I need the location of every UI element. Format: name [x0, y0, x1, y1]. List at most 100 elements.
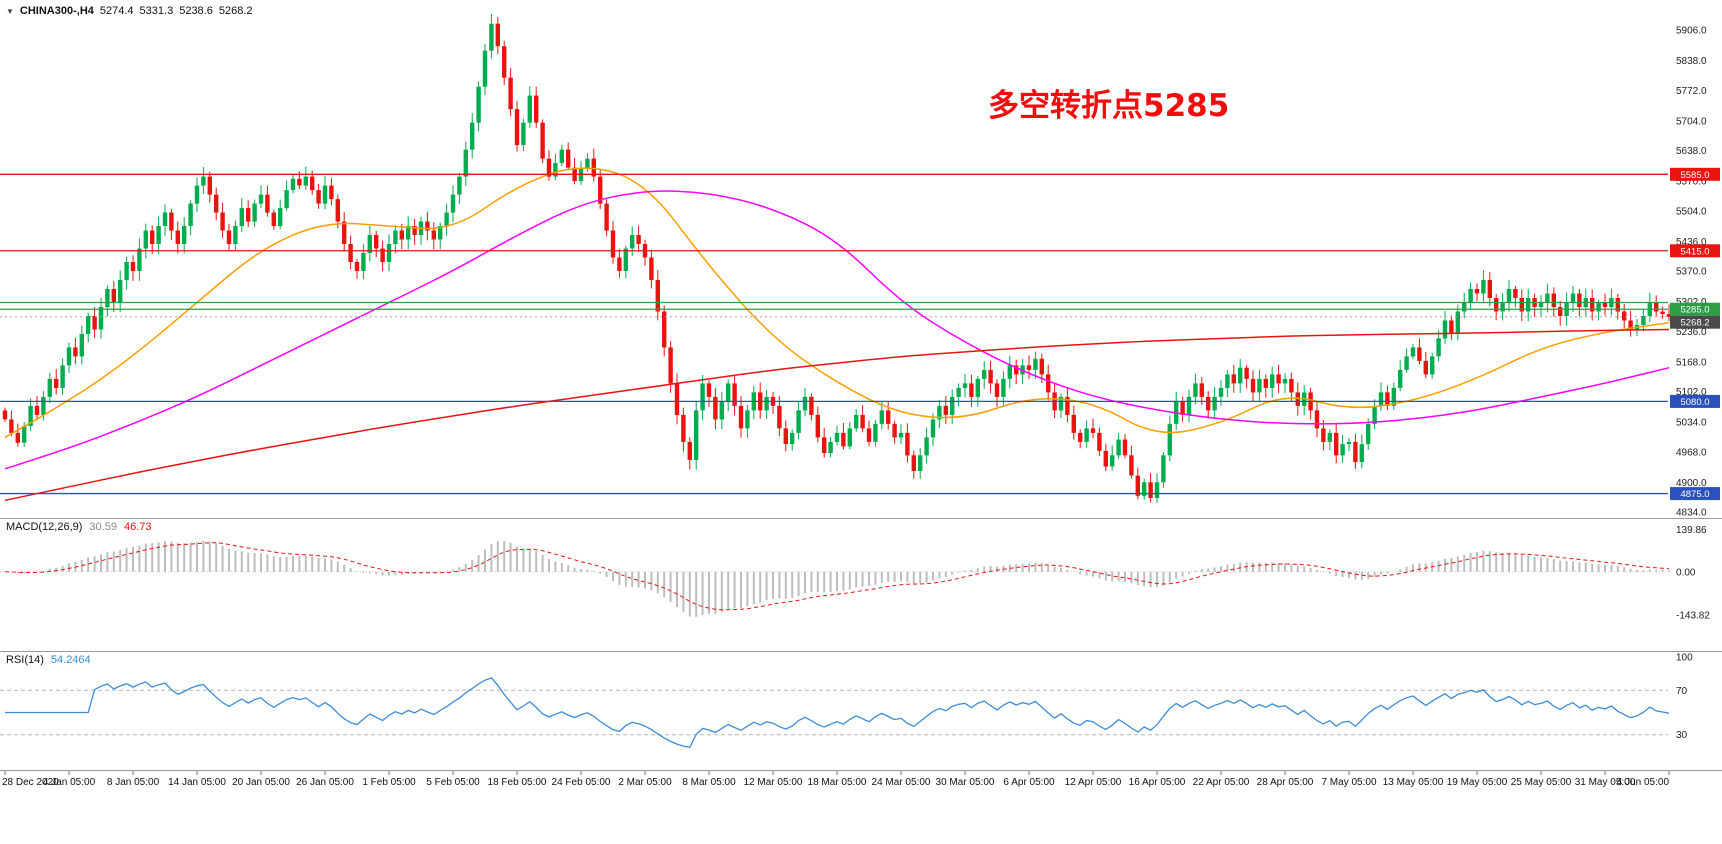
- candle: [1238, 367, 1243, 384]
- candle: [591, 158, 596, 177]
- candle: [1359, 444, 1364, 463]
- candle: [937, 405, 942, 420]
- candle: [342, 221, 347, 244]
- candle: [1058, 396, 1064, 411]
- macd-main-value: 30.59: [89, 521, 117, 533]
- price-tick-label: 5302.0: [1676, 297, 1707, 308]
- candle: [854, 414, 859, 429]
- candle: [1596, 302, 1601, 312]
- candle: [1103, 450, 1108, 467]
- candle: [239, 208, 244, 227]
- time-label: 6 Apr 05:00: [1003, 777, 1055, 788]
- chart-canvas[interactable]: 5906.0 5838.0 5772.0 5704.0 5638.0 5570.0 5504…: [0, 0, 1722, 800]
- candle: [1218, 387, 1224, 397]
- candle: [668, 347, 673, 384]
- candle: [1423, 360, 1428, 375]
- candle: [1526, 298, 1531, 312]
- candle: [559, 149, 564, 164]
- candle: [1244, 367, 1249, 379]
- candle: [1538, 302, 1544, 307]
- candle: [1334, 432, 1339, 456]
- candle: [994, 383, 1000, 397]
- candle: [1602, 302, 1608, 307]
- candle: [1378, 392, 1384, 406]
- candle: [1039, 358, 1044, 375]
- candle: [476, 86, 481, 123]
- rsi-axis-label: 70: [1676, 686, 1688, 697]
- candle: [1346, 441, 1352, 445]
- candle: [118, 280, 123, 303]
- candle: [246, 208, 251, 222]
- candle: [783, 428, 788, 445]
- candle: [1641, 316, 1646, 325]
- candle: [1263, 378, 1268, 388]
- candle: [681, 414, 686, 442]
- candle: [175, 230, 180, 244]
- candle: [610, 230, 616, 258]
- candle: [258, 194, 264, 204]
- candle: [1225, 374, 1230, 388]
- candle: [1116, 439, 1121, 456]
- price-axis: 5906.0 5838.0 5772.0 5704.0 5638.0 5570.0 5504…: [1676, 26, 1707, 519]
- time-label: 12 Apr 05:00: [1065, 777, 1122, 788]
- candle: [444, 212, 449, 226]
- candle: [207, 176, 212, 195]
- candle: [1513, 289, 1518, 298]
- candles-layer: [2, 13, 1672, 504]
- candle: [1455, 311, 1460, 334]
- candle: [124, 262, 129, 280]
- candle: [815, 414, 820, 438]
- candle: [1519, 298, 1524, 312]
- candle: [828, 441, 833, 454]
- candle: [566, 149, 571, 168]
- candle: [310, 176, 315, 191]
- candle: [924, 437, 929, 456]
- candle: [399, 230, 404, 240]
- candle: [9, 419, 14, 433]
- candle: [386, 244, 392, 262]
- time-label: 19 May 05:00: [1447, 777, 1508, 788]
- time-label: 25 May 05:00: [1511, 777, 1572, 788]
- macd-pane: 139.86 0.00 -143.82: [0, 525, 1710, 622]
- candle: [92, 316, 97, 330]
- collapse-icon[interactable]: ▼: [6, 6, 14, 16]
- candle: [1577, 293, 1582, 307]
- candle: [143, 230, 148, 249]
- candle: [873, 423, 878, 442]
- time-label: 2 Mar 05:00: [618, 777, 672, 788]
- candle: [1468, 289, 1473, 303]
- price-tick-label: 5570.0: [1676, 177, 1707, 188]
- candle: [335, 199, 340, 222]
- candle: [1270, 374, 1275, 388]
- candle: [329, 185, 334, 200]
- candle: [1449, 320, 1454, 334]
- candle: [534, 95, 539, 123]
- candle: [1666, 314, 1672, 317]
- candle: [1410, 347, 1416, 357]
- candle: [1404, 356, 1409, 370]
- candle: [130, 262, 136, 271]
- candle: [105, 289, 110, 307]
- candle: [1487, 280, 1492, 298]
- candle: [1026, 365, 1032, 370]
- candle: [764, 396, 769, 411]
- price-tag-label: 5585.0: [1680, 170, 1709, 181]
- candle: [1161, 455, 1166, 483]
- candle: [1417, 347, 1422, 361]
- candle: [1660, 311, 1665, 314]
- macd-name: MACD(12,26,9): [6, 521, 83, 533]
- quote-high: 5331.3: [139, 5, 174, 17]
- candle: [1154, 482, 1160, 498]
- candle: [617, 257, 622, 271]
- price-tick-label: 5504.0: [1676, 206, 1707, 217]
- time-label: 16 Apr 05:00: [1129, 777, 1186, 788]
- quote-close: 5268.2: [218, 5, 253, 17]
- candle: [290, 178, 296, 190]
- candle: [194, 185, 200, 204]
- candle: [1590, 298, 1595, 312]
- candle: [1314, 410, 1320, 429]
- chart-annotation[interactable]: 多空转折点5285: [988, 88, 1230, 124]
- candle: [1110, 455, 1115, 467]
- candle: [1372, 405, 1377, 424]
